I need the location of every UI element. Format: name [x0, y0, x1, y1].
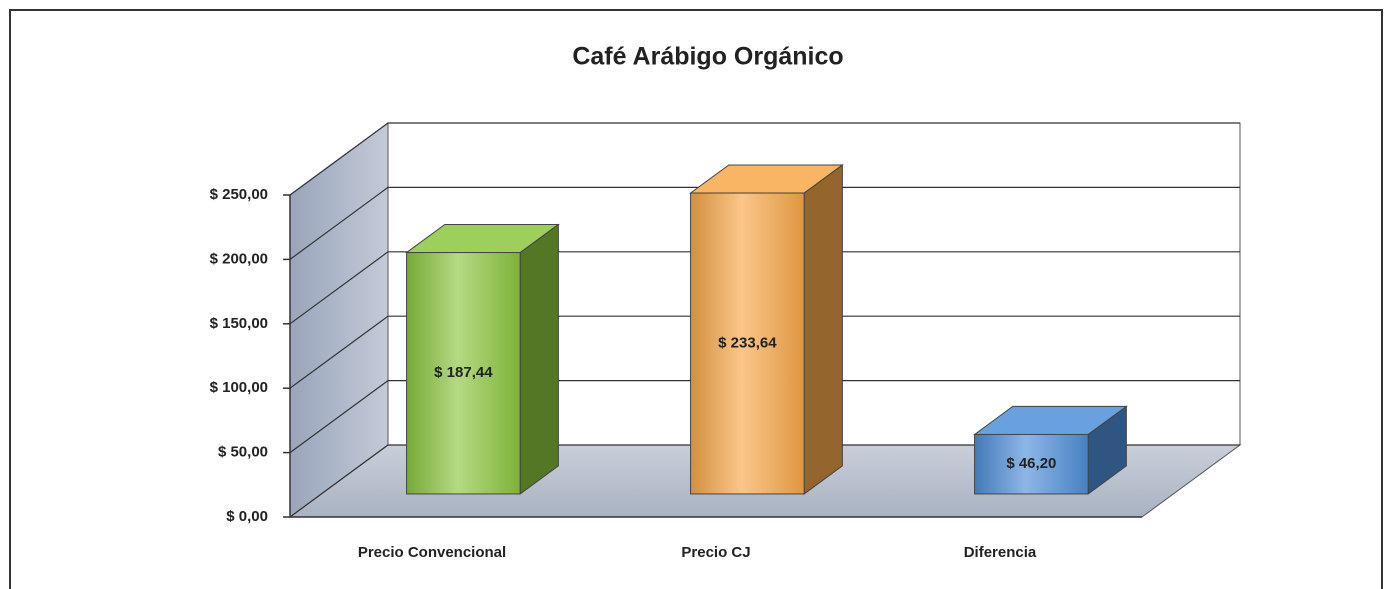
- y-tick-label: $ 200,00: [210, 250, 268, 267]
- x-tick-label: Precio CJ: [681, 544, 750, 561]
- x-tick-label: Diferencia: [964, 544, 1037, 561]
- value-label: $ 233,64: [718, 334, 777, 351]
- grid-line: [289, 122, 1240, 196]
- bar-side: [803, 163, 843, 495]
- y-tick-label: $ 150,00: [210, 315, 268, 332]
- chart-title: Café Arábigo Orgánico: [572, 43, 843, 71]
- y-tick-label: $ 100,00: [210, 379, 268, 396]
- bar: [406, 252, 521, 495]
- grid-line: [289, 444, 1240, 518]
- grid-line: [289, 186, 1240, 260]
- y-tick-label: $ 250,00: [210, 186, 268, 203]
- y-tick-label: $ 0,00: [226, 508, 268, 525]
- value-label: $ 187,44: [434, 364, 493, 381]
- y-tick-label: $ 50,00: [218, 444, 268, 461]
- grid-line: [289, 315, 1240, 389]
- value-label: $ 46,20: [1006, 455, 1056, 472]
- grid-line: [289, 251, 1240, 325]
- grid-line: [289, 380, 1240, 454]
- x-tick-label: Precio Convencional: [358, 544, 506, 561]
- bar: [690, 192, 805, 495]
- bar-side: [519, 223, 559, 495]
- bar: [974, 433, 1089, 495]
